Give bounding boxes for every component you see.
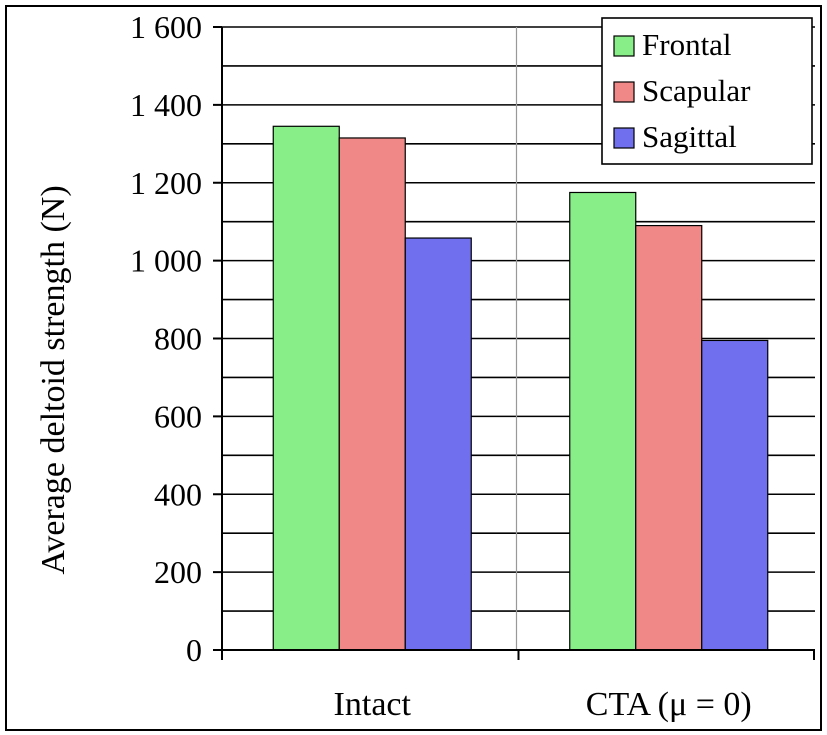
y-axis-title: Average deltoid strength (N) — [35, 185, 72, 574]
tick-labels: Intact CTA (μ = 0) 0 200 400 600 800 1 000 1 200… — [130, 9, 752, 723]
legend-label-scapular: Scapular — [642, 73, 751, 108]
bar-sagittal-1 — [404, 237, 472, 651]
y-tick-label: 1 000 — [130, 243, 202, 279]
y-tick-label: 200 — [154, 554, 202, 590]
y-tick-label: 0 — [186, 632, 202, 668]
legend-swatch-scapular — [613, 81, 635, 103]
y-tick-label: 600 — [154, 398, 202, 434]
legend-swatch-sagittal — [613, 127, 635, 149]
bar-frontal-1 — [272, 125, 340, 651]
bar-sagittal-2 — [701, 339, 769, 651]
legend-label-frontal: Frontal — [642, 27, 732, 62]
bar-frontal-2 — [569, 191, 637, 651]
bars — [272, 125, 769, 651]
y-tick-label: 1 400 — [130, 87, 202, 123]
legend: Frontal Scapular Sagittal — [601, 17, 813, 165]
legend-label-sagittal: Sagittal — [642, 119, 737, 154]
legend-swatch-frontal — [613, 35, 635, 57]
legend-box — [601, 17, 813, 165]
bar-scapular-1 — [338, 137, 406, 651]
axes — [213, 26, 815, 660]
y-tick-label: 1 600 — [130, 9, 202, 45]
y-tick-label: 1 200 — [130, 165, 202, 201]
y-tick-label: 800 — [154, 321, 202, 357]
x-tick-label: Intact — [334, 686, 412, 723]
x-tick-label: CTA (μ = 0) — [586, 686, 752, 723]
y-tick-label: 400 — [154, 476, 202, 512]
bar-scapular-2 — [635, 224, 703, 651]
